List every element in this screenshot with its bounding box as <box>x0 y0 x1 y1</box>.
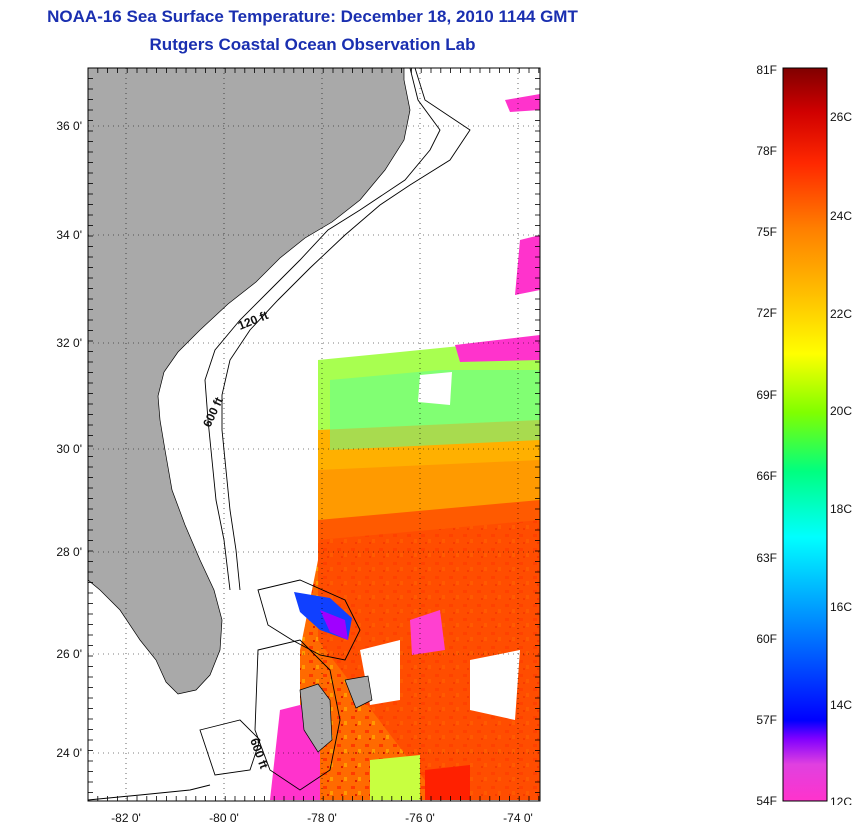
lat-label: 36 0' <box>56 119 82 133</box>
map-title-line1: NOAA-16 Sea Surface Temperature: Decembe… <box>47 7 578 26</box>
colorbar-c-label: 20C <box>830 404 852 418</box>
contour-600ft <box>221 68 471 591</box>
lon-label: -82 0' <box>111 811 141 825</box>
axis-ticks <box>87 67 540 801</box>
contour-label-120ft: 120 ft <box>236 308 270 333</box>
latitude-labels: 36 0' 34 0' 32 0' 30 0' 28 0' 26 0' 24 0… <box>56 119 82 760</box>
land-mass <box>88 68 411 695</box>
contour-label-600ft-south: 600 ft <box>247 736 271 770</box>
colorbar-c-label: 18C <box>830 502 852 516</box>
island <box>344 675 373 709</box>
longitude-labels: -82 0' -80 0' -78 0' -76 0' -74 0' <box>111 811 533 825</box>
colorbar-f-label: 72F <box>756 306 777 320</box>
colorbar-gradient <box>782 67 828 802</box>
lat-label: 30 0' <box>56 442 82 456</box>
map-plot-area: 120 ft 600 ft 600 ft <box>88 68 540 801</box>
celsius-labels: 26C 24C 22C 20C 18C 16C 14C 12C <box>830 110 852 805</box>
colorbar-f-label: 81F <box>756 63 777 77</box>
colorbar-f-label: 57F <box>756 713 777 727</box>
colorbar-c-label: 16C <box>830 600 852 614</box>
lat-label: 32 0' <box>56 336 82 350</box>
colorbar-f-label: 78F <box>756 144 777 158</box>
colorbar-f-label: 69F <box>756 388 777 402</box>
lat-label: 34 0' <box>56 228 82 242</box>
lon-label: -78 0' <box>307 811 337 825</box>
colorbar-c-label: 14C <box>830 698 852 712</box>
lat-label: 26 0' <box>56 647 82 661</box>
temperature-colorbar: 81F 78F 75F 72F 69F 66F 63F 60F 57F 54F … <box>756 63 852 805</box>
colorbar-f-label: 60F <box>756 632 777 646</box>
lat-label: 24 0' <box>56 746 82 760</box>
map-frame <box>87 67 541 802</box>
colorbar-c-label: 26C <box>830 110 852 124</box>
colorbar-f-label: 75F <box>756 225 777 239</box>
colorbar-c-label: 24C <box>830 209 852 223</box>
colorbar-f-label: 66F <box>756 469 777 483</box>
island <box>299 683 333 753</box>
lat-label: 28 0' <box>56 545 82 559</box>
contour-bahamas <box>257 579 361 661</box>
colorbar-c-label: 12C <box>830 795 852 805</box>
contour-bahamas-2 <box>254 639 341 791</box>
fahrenheit-labels: 81F 78F 75F 72F 69F 66F 63F 60F 57F 54F <box>756 63 777 805</box>
map-title-line2: Rutgers Coastal Ocean Observation Lab <box>149 35 476 54</box>
lon-label: -76 0' <box>405 811 435 825</box>
colorbar-c-label: 22C <box>830 307 852 321</box>
lon-label: -74 0' <box>503 811 533 825</box>
lon-label: -80 0' <box>209 811 239 825</box>
colorbar-f-label: 63F <box>756 551 777 565</box>
colorbar-f-label: 54F <box>756 794 777 805</box>
contour-120ft <box>204 68 441 591</box>
contour-cuba <box>199 719 261 776</box>
graticule <box>88 68 540 801</box>
